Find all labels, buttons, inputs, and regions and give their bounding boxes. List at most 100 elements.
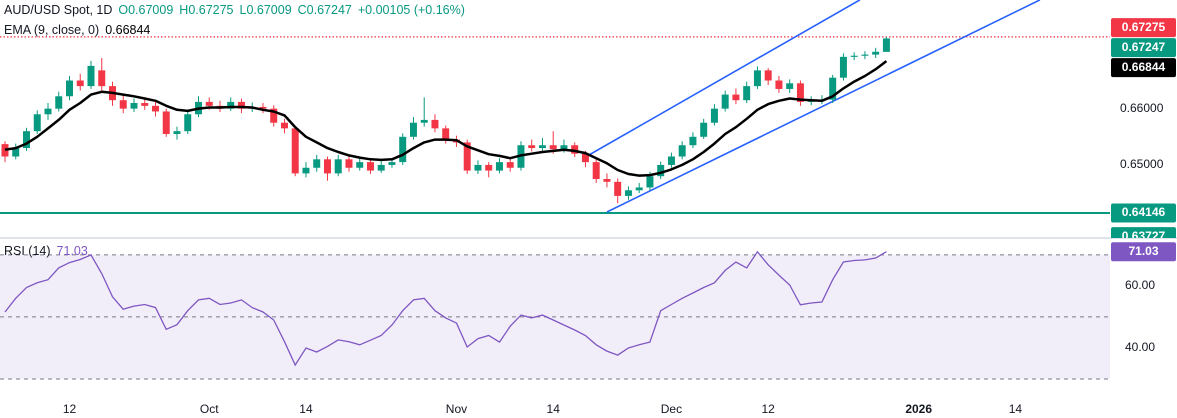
header-change: +0.00105 (+0.16%) bbox=[357, 3, 465, 17]
candle-body bbox=[657, 164, 665, 177]
candle-body bbox=[614, 181, 622, 196]
ema-line bbox=[4, 60, 888, 177]
candle-body bbox=[55, 96, 63, 109]
candle-body bbox=[850, 55, 858, 57]
rsi-label: 71.03 bbox=[1128, 244, 1158, 258]
price-label: 0.64146 bbox=[1122, 205, 1166, 219]
candle-body bbox=[786, 83, 794, 89]
x-tick-label: Oct bbox=[200, 402, 219, 416]
candle-body bbox=[721, 94, 729, 109]
candle-body bbox=[581, 153, 589, 163]
candle-body bbox=[173, 131, 181, 134]
candle-body bbox=[689, 136, 697, 146]
trendline bbox=[606, 0, 1041, 213]
candle-body bbox=[710, 108, 718, 123]
candle-body bbox=[44, 108, 52, 115]
x-tick-label: 14 bbox=[299, 402, 313, 416]
x-tick-label: Dec bbox=[661, 402, 682, 416]
x-tick-label: 2026 bbox=[905, 402, 932, 416]
candle-body bbox=[431, 119, 439, 129]
header-low: L0.67009 bbox=[239, 3, 292, 17]
candle-body bbox=[399, 136, 407, 163]
candle-body bbox=[646, 176, 654, 188]
candle-body bbox=[764, 70, 772, 81]
candle-body bbox=[474, 164, 482, 171]
candle-body bbox=[743, 86, 751, 101]
candle-body bbox=[12, 148, 20, 157]
x-tick-label: 14 bbox=[1009, 402, 1023, 416]
candle-body bbox=[571, 145, 579, 154]
ema-name: EMA (9, close, 0) bbox=[4, 23, 100, 37]
candle-body bbox=[506, 162, 514, 168]
candle-body bbox=[667, 156, 675, 165]
trendline bbox=[585, 0, 861, 158]
header-open: O0.67009 bbox=[118, 3, 174, 17]
candle-body bbox=[420, 119, 428, 123]
price-label: 0.67275 bbox=[1122, 20, 1166, 34]
candle-body bbox=[366, 162, 374, 171]
y-tick-label: 0.66000 bbox=[1120, 101, 1164, 115]
candle-body bbox=[624, 190, 632, 196]
rsi-line bbox=[4, 250, 887, 367]
candle-body bbox=[119, 100, 127, 109]
price-label-bg bbox=[1111, 227, 1176, 238]
candle-body bbox=[796, 83, 804, 102]
candle-body bbox=[205, 101, 213, 106]
candle-body bbox=[237, 101, 245, 109]
rsi-pane: 60.00 40.00 71.03 bbox=[0, 242, 1176, 380]
x-tick-label: 12 bbox=[63, 402, 77, 416]
candle-body bbox=[87, 65, 95, 87]
candle-body bbox=[753, 70, 761, 87]
candle-body bbox=[538, 145, 546, 149]
symbol: AUD/USD Spot, 1D bbox=[4, 3, 113, 17]
price-label-bg bbox=[1111, 58, 1176, 78]
candle-body bbox=[409, 122, 417, 137]
candle-body bbox=[259, 106, 267, 109]
candle-body bbox=[700, 122, 708, 137]
candle-body bbox=[334, 159, 342, 174]
header-high: H0.67275 bbox=[179, 3, 234, 17]
candle-body bbox=[872, 51, 880, 55]
candle-body bbox=[313, 159, 321, 168]
rsi-value: 71.03 bbox=[56, 244, 88, 258]
price-pane bbox=[0, 0, 1110, 215]
candle-body bbox=[280, 122, 288, 129]
candle-body bbox=[227, 101, 235, 109]
price-label: 0.67247 bbox=[1122, 40, 1166, 54]
candle-body bbox=[141, 103, 149, 106]
candle-body bbox=[377, 164, 385, 171]
candle-body bbox=[162, 111, 170, 134]
rsi-label-bg bbox=[1111, 242, 1176, 262]
candle-body bbox=[861, 54, 869, 56]
price-label: 0.63727 bbox=[1122, 229, 1166, 243]
candle-body bbox=[560, 145, 568, 150]
rsi-legend: RSI (14) 71.03 bbox=[4, 244, 88, 258]
y-tick-label: 0.65000 bbox=[1120, 157, 1164, 171]
candle-body bbox=[151, 105, 159, 112]
candle-body bbox=[356, 162, 364, 168]
candle-body bbox=[775, 80, 783, 89]
candle-body bbox=[635, 187, 643, 191]
candle-body bbox=[603, 179, 611, 182]
price-label-bg bbox=[1111, 38, 1176, 58]
candle-body bbox=[1, 144, 9, 157]
price-label: 0.66844 bbox=[1122, 60, 1166, 74]
price-label-bg bbox=[1111, 18, 1176, 38]
candle-body bbox=[184, 114, 192, 132]
candle-body bbox=[592, 162, 600, 180]
candle-body bbox=[839, 56, 847, 78]
x-tick-label: Nov bbox=[446, 402, 467, 416]
candle-body bbox=[23, 131, 30, 149]
header-close: C0.67247 bbox=[297, 3, 352, 17]
rsi-tick-label: 40.00 bbox=[1125, 340, 1155, 354]
candle-body bbox=[485, 164, 493, 171]
candle-body bbox=[302, 167, 310, 174]
rsi-tick-label: 60.00 bbox=[1125, 278, 1155, 292]
candle-body bbox=[98, 70, 106, 87]
ema-legend: EMA (9, close, 0) 0.66844 bbox=[4, 23, 150, 37]
rsi-name: RSI (14) bbox=[4, 244, 51, 258]
candle-body bbox=[549, 145, 557, 150]
ema-value: 0.66844 bbox=[105, 23, 151, 37]
